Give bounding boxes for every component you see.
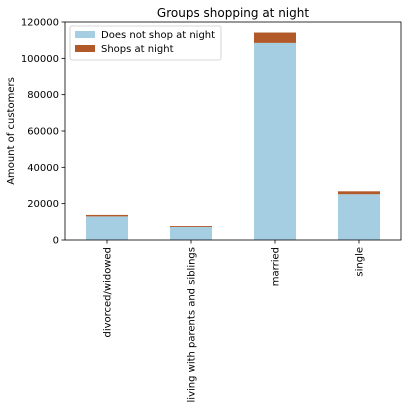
- y-tick-label: 80000: [27, 90, 59, 101]
- x-tick-label: living with parents and siblings: [187, 247, 198, 402]
- bar-segment-2-4: [338, 191, 380, 195]
- legend-label: Shops at night: [101, 44, 174, 55]
- bar-segment-1-3: [254, 42, 296, 240]
- bar-segment-2-3: [254, 32, 296, 43]
- y-tick-label: 60000: [27, 127, 59, 138]
- legend-label: Does not shop at night: [101, 30, 215, 41]
- y-tick-label: 0: [53, 236, 59, 247]
- legend: Does not shop at night Shops at night: [69, 25, 222, 61]
- legend-swatch: [75, 45, 95, 52]
- bars-group: [86, 32, 380, 240]
- x-tick-label: divorced/widowed: [103, 247, 114, 338]
- bar-segment-1-1: [86, 216, 128, 240]
- legend-swatch: [75, 31, 95, 38]
- bar-segment-2-2: [170, 226, 212, 227]
- chart-title: Groups shopping at night: [157, 6, 309, 20]
- y-tick-label: 120000: [21, 18, 59, 29]
- x-tick-label: married: [271, 247, 282, 286]
- y-axis-label: Amount of customers: [6, 77, 17, 185]
- bar-segment-1-2: [170, 226, 212, 240]
- y-axis-ticks: 0 20000 40000 60000 80000 100000 120000: [21, 18, 65, 247]
- bar-segment-2-1: [86, 214, 128, 217]
- y-tick-label: 40000: [27, 163, 59, 174]
- legend-box: [69, 25, 222, 61]
- y-tick-label: 100000: [21, 54, 59, 65]
- x-axis-ticks: divorced/widowed living with parents and …: [103, 240, 366, 402]
- y-tick-label: 20000: [27, 199, 59, 210]
- x-tick-label: single: [355, 247, 366, 277]
- bar-segment-1-4: [338, 194, 380, 240]
